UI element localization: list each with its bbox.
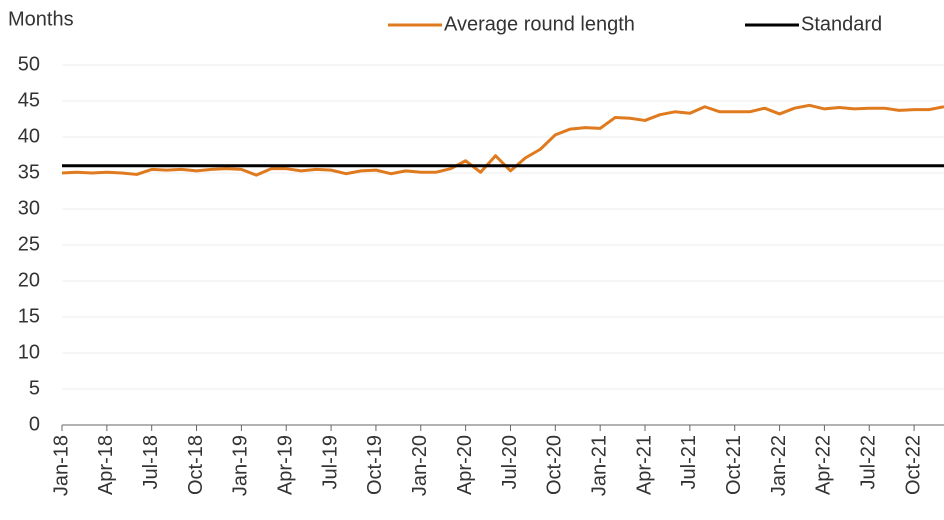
x-tick-label: Jan-22 bbox=[768, 435, 790, 496]
y-tick-label: 25 bbox=[18, 233, 40, 255]
y-axis-label: Months bbox=[8, 8, 74, 30]
x-tick-label: Jul-22 bbox=[858, 435, 880, 489]
x-tick-label: Jan-19 bbox=[230, 435, 252, 496]
x-tick-label: Jan-18 bbox=[50, 435, 72, 496]
x-tick-label: Jan-21 bbox=[588, 435, 610, 496]
x-tick-label: Jul-18 bbox=[140, 435, 162, 489]
y-tick-label: 10 bbox=[18, 341, 40, 363]
y-tick-label: 0 bbox=[29, 413, 40, 435]
x-tick-label: Jul-21 bbox=[678, 435, 700, 489]
legend-label: Standard bbox=[801, 13, 882, 35]
x-tick-label: Apr-19 bbox=[275, 435, 297, 495]
x-tick-label: Apr-21 bbox=[633, 435, 655, 495]
y-tick-label: 35 bbox=[18, 161, 40, 183]
y-tick-label: 20 bbox=[18, 269, 40, 291]
x-tick-label: Oct-21 bbox=[723, 435, 745, 495]
x-tick-label: Apr-18 bbox=[95, 435, 117, 495]
y-tick-label: 15 bbox=[18, 305, 40, 327]
x-tick-label: Jan-20 bbox=[409, 435, 431, 496]
x-tick-label: Oct-19 bbox=[364, 435, 386, 495]
x-tick-label: Oct-18 bbox=[185, 435, 207, 495]
y-tick-label: 50 bbox=[18, 53, 40, 75]
x-tick-label: Oct-22 bbox=[902, 435, 924, 495]
y-tick-label: 30 bbox=[18, 197, 40, 219]
x-tick-label: Apr-22 bbox=[813, 435, 835, 495]
legend-label: Average round length bbox=[444, 13, 635, 35]
y-tick-label: 5 bbox=[29, 377, 40, 399]
y-tick-label: 45 bbox=[18, 89, 40, 111]
x-tick-label: Jul-19 bbox=[319, 435, 341, 489]
x-tick-label: Oct-20 bbox=[544, 435, 566, 495]
x-tick-label: Apr-20 bbox=[454, 435, 476, 495]
y-tick-label: 40 bbox=[18, 125, 40, 147]
x-tick-label: Jul-20 bbox=[499, 435, 521, 489]
series-line bbox=[61, 103, 944, 177]
